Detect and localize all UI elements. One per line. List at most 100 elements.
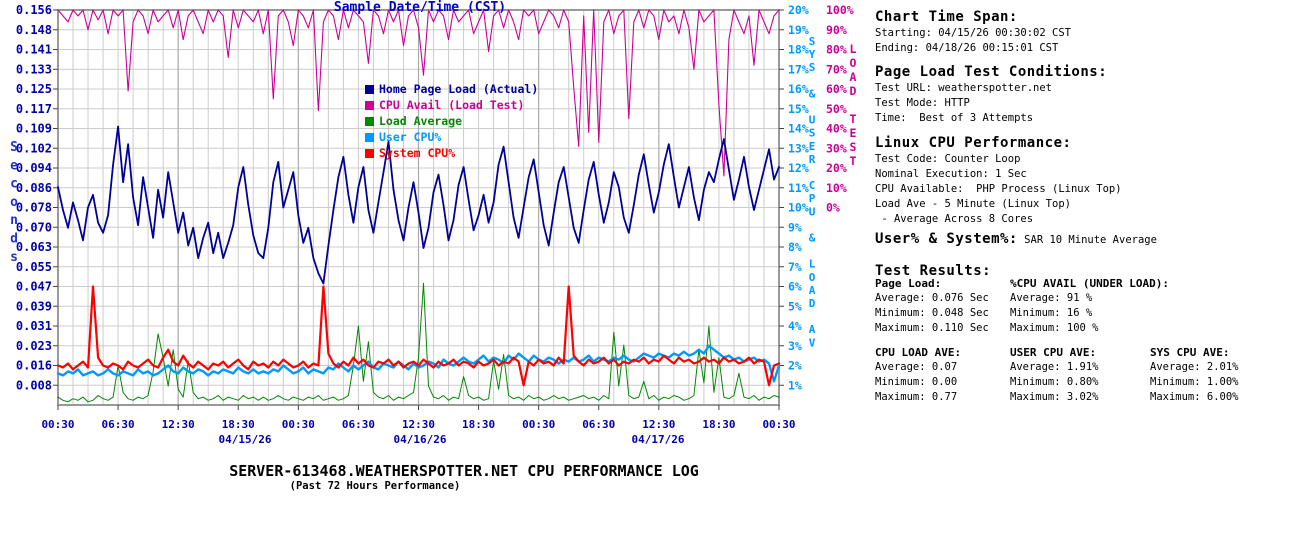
y-axis-title-cpu: O xyxy=(809,271,816,284)
section-heading: Test Results: xyxy=(875,263,992,279)
y-axis-title-cpu: P xyxy=(809,192,816,205)
y-axis-title-load-test: E xyxy=(850,126,857,140)
y-left-tick-label: 0.102 xyxy=(16,141,52,155)
result-column-title: SYS CPU AVE: xyxy=(1150,346,1230,359)
y-right-cpu-tick-label: 19% xyxy=(788,23,809,37)
legend-label: Home Page Load (Actual) xyxy=(379,82,538,96)
y-axis-title-cpu: V xyxy=(809,336,816,349)
y-left-tick-label: 0.094 xyxy=(16,161,52,175)
y-axis-title-seconds: c xyxy=(10,177,18,192)
y-left-tick-label: 0.086 xyxy=(16,181,52,195)
y-left-tick-label: 0.109 xyxy=(16,122,52,136)
y-axis-title-seconds: d xyxy=(10,232,18,247)
result-column-title: CPU LOAD AVE: xyxy=(875,346,962,359)
y-right-cpu-tick-label: 17% xyxy=(788,62,809,76)
info-section: Test Results: xyxy=(875,260,991,280)
y-left-tick-label: 0.078 xyxy=(16,201,52,215)
result-line: Minimum: 0.048 Sec xyxy=(875,307,989,319)
x-tick-label: 12:30 xyxy=(642,418,675,431)
result-column-title: USER CPU AVE: xyxy=(1010,346,1097,359)
section-line: - Average Across 8 Cores xyxy=(875,213,1034,225)
y-axis-title-cpu: & xyxy=(809,87,816,100)
section-inline-note: SAR 10 Minute Average xyxy=(1017,234,1157,246)
y-axis-title-cpu: R xyxy=(809,153,816,166)
y-right-cpu-tick-label: 16% xyxy=(788,82,809,96)
y-right-cpu-tick-label: 7% xyxy=(788,260,802,274)
x-axis-title: Sample Date/Time (CST) xyxy=(333,0,507,15)
y-right-cpu-tick-label: 14% xyxy=(788,122,809,136)
x-date-label: 04/15/26 xyxy=(219,433,272,446)
result-line: Maximum: 3.02% xyxy=(1010,391,1099,403)
legend-swatch xyxy=(365,85,374,94)
y-right-cpu-tick-label: 9% xyxy=(788,220,802,234)
result-column: CPU LOAD AVE: Average: 0.07 Minimum: 0.00 M… xyxy=(875,345,961,405)
section-line: Test Code: Counter Loop xyxy=(875,153,1021,165)
section-heading: Linux CPU Performance: xyxy=(875,135,1072,151)
y-right-cpu-tick-label: 13% xyxy=(788,141,809,155)
info-section: Page Load Test Conditions: Test URL: weat… xyxy=(875,61,1107,126)
y-axis-title-cpu: E xyxy=(809,140,816,153)
y-left-tick-label: 0.031 xyxy=(16,319,52,333)
x-tick-label: 06:30 xyxy=(102,418,135,431)
legend-label: CPU Avail (Load Test) xyxy=(379,98,524,112)
performance-chart: 0.156 0.148 0.141 0.133 0.125 0.117 0.109 0.102… xyxy=(10,3,857,446)
x-tick-label: 12:30 xyxy=(162,418,195,431)
section-line: Starting: 04/15/26 00:30:02 CST xyxy=(875,27,1071,39)
y-axis-title-seconds: s xyxy=(10,250,18,265)
y-axis-title-cpu: & xyxy=(809,232,816,245)
y-left-tick-label: 0.055 xyxy=(16,260,52,274)
y-axis-title-load-test: O xyxy=(850,56,857,70)
y-right-load-tick-label: 50% xyxy=(826,102,847,116)
legend-swatch xyxy=(365,101,374,110)
result-column-title: %CPU AVAIL (UNDER LOAD): xyxy=(1010,277,1169,290)
y-right-load-tick-label: 20% xyxy=(826,161,847,175)
y-left-tick-label: 0.148 xyxy=(16,23,52,37)
x-tick-label: 12:30 xyxy=(402,418,435,431)
y-left-tick-label: 0.008 xyxy=(16,378,52,392)
section-heading: User% & System%: xyxy=(875,231,1018,247)
legend-swatch xyxy=(365,117,374,126)
x-tick-label: 18:30 xyxy=(702,418,735,431)
y-right-load-tick-label: 100% xyxy=(826,3,854,17)
result-line: Maximum: 6.00% xyxy=(1150,391,1239,403)
y-axis-title-cpu: S xyxy=(809,127,816,140)
result-line: Average: 1.91% xyxy=(1010,361,1099,373)
y-left-tick-label: 0.133 xyxy=(16,62,52,76)
y-axis-title-cpu: S xyxy=(809,35,816,48)
result-column-title: Page Load: xyxy=(875,277,942,290)
x-date-label: 04/17/26 xyxy=(632,433,685,446)
section-line: Nominal Execution: 1 Sec xyxy=(875,168,1027,180)
y-right-load-tick-label: 30% xyxy=(826,141,847,155)
x-date-label: 04/16/26 xyxy=(394,433,447,446)
y-right-cpu-tick-label: 5% xyxy=(788,299,802,313)
result-line: Maximum: 0.110 Sec xyxy=(875,322,989,334)
chart-subtitle: (Past 72 Hours Performance) xyxy=(289,480,461,492)
info-section: Linux CPU Performance: Test Code: Counter… xyxy=(875,132,1122,227)
y-right-load-tick-label: 60% xyxy=(826,82,847,96)
y-axis-title-load-test: L xyxy=(850,42,857,56)
result-line: Minimum: 1.00% xyxy=(1150,376,1239,388)
x-tick-label: 06:30 xyxy=(582,418,615,431)
section-line: Load Ave - 5 Minute (Linux Top) xyxy=(875,198,1071,210)
x-tick-label: 00:30 xyxy=(762,418,795,431)
section-line: Time: Best of 3 Attempts xyxy=(875,112,1034,124)
y-right-cpu-tick-label: 6% xyxy=(788,280,802,294)
series-line-user-cpu xyxy=(56,344,781,383)
y-right-load-tick-label: 10% xyxy=(826,181,847,195)
y-left-tick-label: 0.117 xyxy=(16,102,52,116)
x-tick-label: 00:30 xyxy=(282,418,315,431)
y-left-tick-label: 0.070 xyxy=(16,220,52,234)
legend-swatch xyxy=(365,149,374,158)
info-section: User% & System%: SAR 10 Minute Average xyxy=(875,228,1157,248)
y-axis-title-seconds: e xyxy=(10,158,18,173)
section-line: Test URL: weatherspotter.net xyxy=(875,82,1053,94)
info-section: Chart Time Span: Starting: 04/15/26 00:30… xyxy=(875,6,1071,56)
chart-title: SERVER-613468.WEATHERSPOTTER.NET CPU PER… xyxy=(229,462,699,480)
y-right-cpu-tick-label: 18% xyxy=(788,43,809,57)
info-panel: Chart Time Span: Starting: 04/15/26 00:30… xyxy=(875,0,1295,550)
y-left-tick-label: 0.039 xyxy=(16,299,52,313)
x-tick-label: 18:30 xyxy=(222,418,255,431)
y-axis-title-load-test: T xyxy=(850,112,857,126)
series-line-load-average xyxy=(57,282,780,403)
result-column: Page Load: Average: 0.076 Sec Minimum: 0.0… xyxy=(875,276,989,336)
